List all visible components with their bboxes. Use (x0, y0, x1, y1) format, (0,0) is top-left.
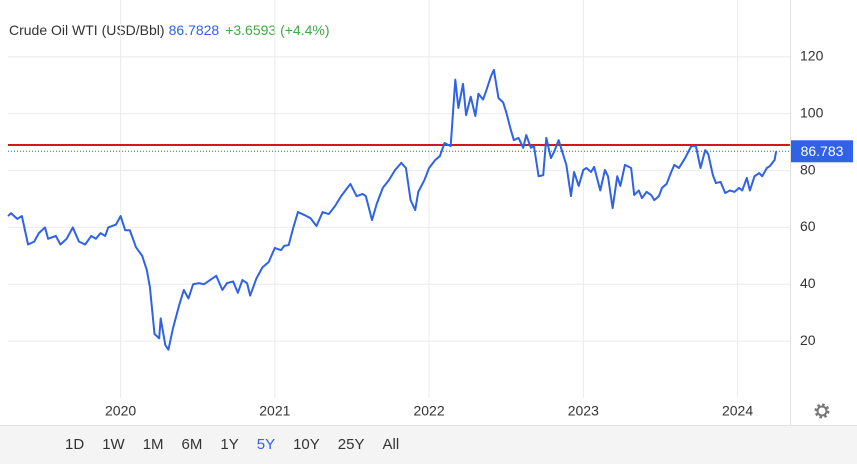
range-button[interactable]: 1Y (220, 436, 239, 453)
range-button[interactable]: 1M (142, 436, 164, 453)
gear-ring (816, 405, 828, 417)
last-value-tag (791, 140, 853, 163)
x-tick-label: 2022 (413, 403, 444, 419)
range-buttons: 1D 1W 1M 6M 1Y 5Y 10Y 25Y All (56, 436, 408, 453)
chart: 20 40 60 80 100 120 2020 2021 2022 2023 2024 86.783 (7, 0, 853, 425)
y-tick-label: 100 (800, 104, 824, 120)
price: 86.7828 (168, 22, 220, 38)
change: +3.6593 (+4.4%) (225, 22, 330, 38)
range-button[interactable]: 10Y (293, 436, 320, 453)
x-tick-label: 2021 (259, 403, 290, 419)
y-tick-label: 20 (800, 332, 816, 348)
range-button[interactable]: All (382, 436, 400, 453)
last-value-label: 86.783 (801, 143, 844, 159)
chart-title: Crude Oil WTI (USD/Bbl) (9, 22, 165, 38)
range-button[interactable]: 5Y (256, 436, 276, 453)
range-button[interactable]: 1D (65, 436, 85, 453)
x-tick-label: 2023 (568, 403, 599, 419)
y-tick-label: 80 (800, 161, 816, 177)
range-button[interactable]: 6M (181, 436, 203, 453)
settings-icon[interactable] (814, 403, 830, 419)
x-tick-label: 2024 (722, 403, 753, 419)
header: Crude Oil WTI (USD/Bbl) 86.7828 +3.6593 (+… (9, 22, 329, 38)
range-button[interactable]: 1W (102, 436, 125, 453)
range-bar: 1D 1W 1M 6M 1Y 5Y 10Y 25Y All (0, 425, 857, 464)
price-line (7, 68, 778, 351)
x-tick-label: 2020 (105, 403, 136, 419)
y-tick-label: 40 (800, 275, 816, 291)
gear-teeth (814, 403, 830, 419)
range-button[interactable]: 25Y (337, 436, 365, 453)
y-tick-label: 120 (800, 48, 824, 64)
y-tick-label: 60 (800, 218, 816, 234)
